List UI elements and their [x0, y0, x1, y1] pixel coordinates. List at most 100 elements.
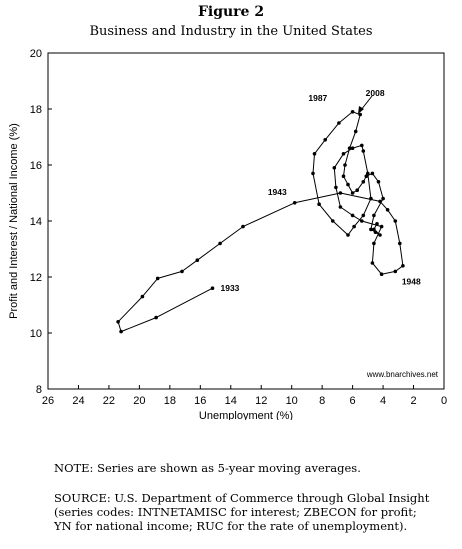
- source: SOURCE: U.S. Department of Commerce thro…: [54, 491, 459, 533]
- x-tick-label: 10: [286, 395, 298, 407]
- data-point: [393, 269, 398, 274]
- data-point: [347, 146, 352, 150]
- data-point: [323, 138, 328, 142]
- y-tick-label: 18: [30, 104, 42, 116]
- data-point: [379, 272, 384, 277]
- x-tick-label: 20: [133, 395, 145, 407]
- data-point: [375, 222, 379, 226]
- x-tick-label: 14: [225, 395, 237, 407]
- data-point: [341, 152, 346, 156]
- data-point: [155, 276, 160, 281]
- figure-label: Figure 2: [197, 4, 265, 20]
- data-point: [355, 188, 360, 192]
- data-point: [376, 180, 381, 184]
- data-point: [369, 196, 373, 201]
- data-point: [343, 163, 347, 167]
- data-point: [338, 205, 343, 209]
- data-point: [350, 213, 355, 218]
- data-point: [381, 196, 385, 201]
- data-point: [331, 219, 335, 223]
- data-point: [317, 202, 321, 206]
- x-tick-label: 26: [42, 395, 54, 407]
- data-point: [346, 182, 350, 187]
- data-point: [360, 143, 364, 148]
- data-point: [350, 146, 355, 150]
- data-point: [360, 219, 364, 223]
- data-point: [385, 208, 390, 212]
- data-point: [372, 241, 376, 246]
- x-axis-ticks: 26 24 22 20 18 16 14 12 10 8 6 4 2 0: [42, 385, 447, 407]
- data-point: [352, 224, 356, 229]
- series-group: [116, 110, 405, 334]
- data-point: [350, 191, 355, 195]
- x-tick-label: 6: [350, 395, 356, 407]
- annotations: 1933 1943 1948 1987 2008: [220, 88, 421, 293]
- data-point: [311, 171, 315, 176]
- y-tick-label: 10: [30, 328, 42, 340]
- x-tick-label: 24: [72, 395, 84, 407]
- data-point: [180, 269, 184, 274]
- y-tick-label: 16: [30, 160, 42, 172]
- annotation-label: 1987: [308, 93, 327, 103]
- source-line: YN for national income; RUC for the rate…: [54, 519, 408, 533]
- data-point: [378, 233, 382, 237]
- data-point: [361, 149, 366, 153]
- x-tick-label: 16: [194, 395, 206, 407]
- y-tick-label: 12: [30, 272, 42, 284]
- data-point: [241, 224, 245, 229]
- data-point: [398, 241, 402, 246]
- annotation-label: 1933: [220, 283, 239, 293]
- x-tick-label: 8: [319, 395, 325, 407]
- data-point: [370, 171, 375, 176]
- data-point: [154, 315, 158, 320]
- data-point: [350, 110, 355, 114]
- source-line: SOURCE: U.S. Department of Commerce thro…: [54, 491, 430, 505]
- data-point: [218, 241, 222, 246]
- x-tick-label: 18: [164, 395, 176, 407]
- data-point: [393, 219, 398, 223]
- note: NOTE: Series are shown as 5-year moving …: [54, 461, 361, 475]
- x-axis-label: Unemployment (%): [199, 410, 293, 420]
- data-point: [292, 201, 297, 205]
- data-point: [379, 224, 384, 229]
- y-tick-label: 20: [30, 48, 42, 60]
- data-point: [373, 230, 378, 234]
- x-tick-label: 12: [255, 395, 267, 407]
- x-tick-label: 2: [410, 395, 416, 407]
- data-point: [195, 258, 200, 263]
- annotation-label: 2008: [366, 88, 385, 98]
- y-tick-label: 8: [36, 384, 42, 396]
- data-point: [370, 261, 375, 265]
- data-point: [337, 121, 341, 125]
- data-point: [119, 329, 123, 334]
- data-point: [312, 152, 317, 156]
- data-point: [338, 191, 343, 195]
- plot-frame: [47, 52, 445, 390]
- data-point: [346, 233, 350, 237]
- watermark: www.bnarchives.net: [366, 370, 439, 379]
- data-point: [140, 294, 145, 299]
- x-tick-label: 4: [380, 395, 386, 407]
- annotation-arrowhead-2008: [358, 106, 364, 114]
- data-point: [401, 264, 405, 268]
- data-point: [372, 227, 376, 232]
- x-tick-label: 0: [441, 395, 447, 407]
- annotation-label: 1948: [402, 277, 421, 287]
- data-point: [364, 174, 369, 178]
- figure-title: Business and Industry in the United Stat…: [89, 24, 373, 39]
- data-point: [210, 286, 215, 291]
- data-point: [116, 320, 120, 324]
- data-point: [358, 112, 363, 117]
- annotation-label: 1943: [268, 187, 287, 197]
- y-axis-label: Profit and Interest / National Income (%…: [8, 123, 20, 319]
- data-point: [341, 174, 346, 178]
- data-point: [369, 227, 373, 232]
- data-point: [372, 213, 376, 218]
- annotation-arrow-2008: [360, 95, 373, 111]
- data-point: [361, 180, 366, 184]
- data-point: [361, 213, 366, 218]
- data-point: [334, 185, 338, 190]
- data-point: [332, 166, 337, 170]
- x-tick-label: 22: [103, 395, 115, 407]
